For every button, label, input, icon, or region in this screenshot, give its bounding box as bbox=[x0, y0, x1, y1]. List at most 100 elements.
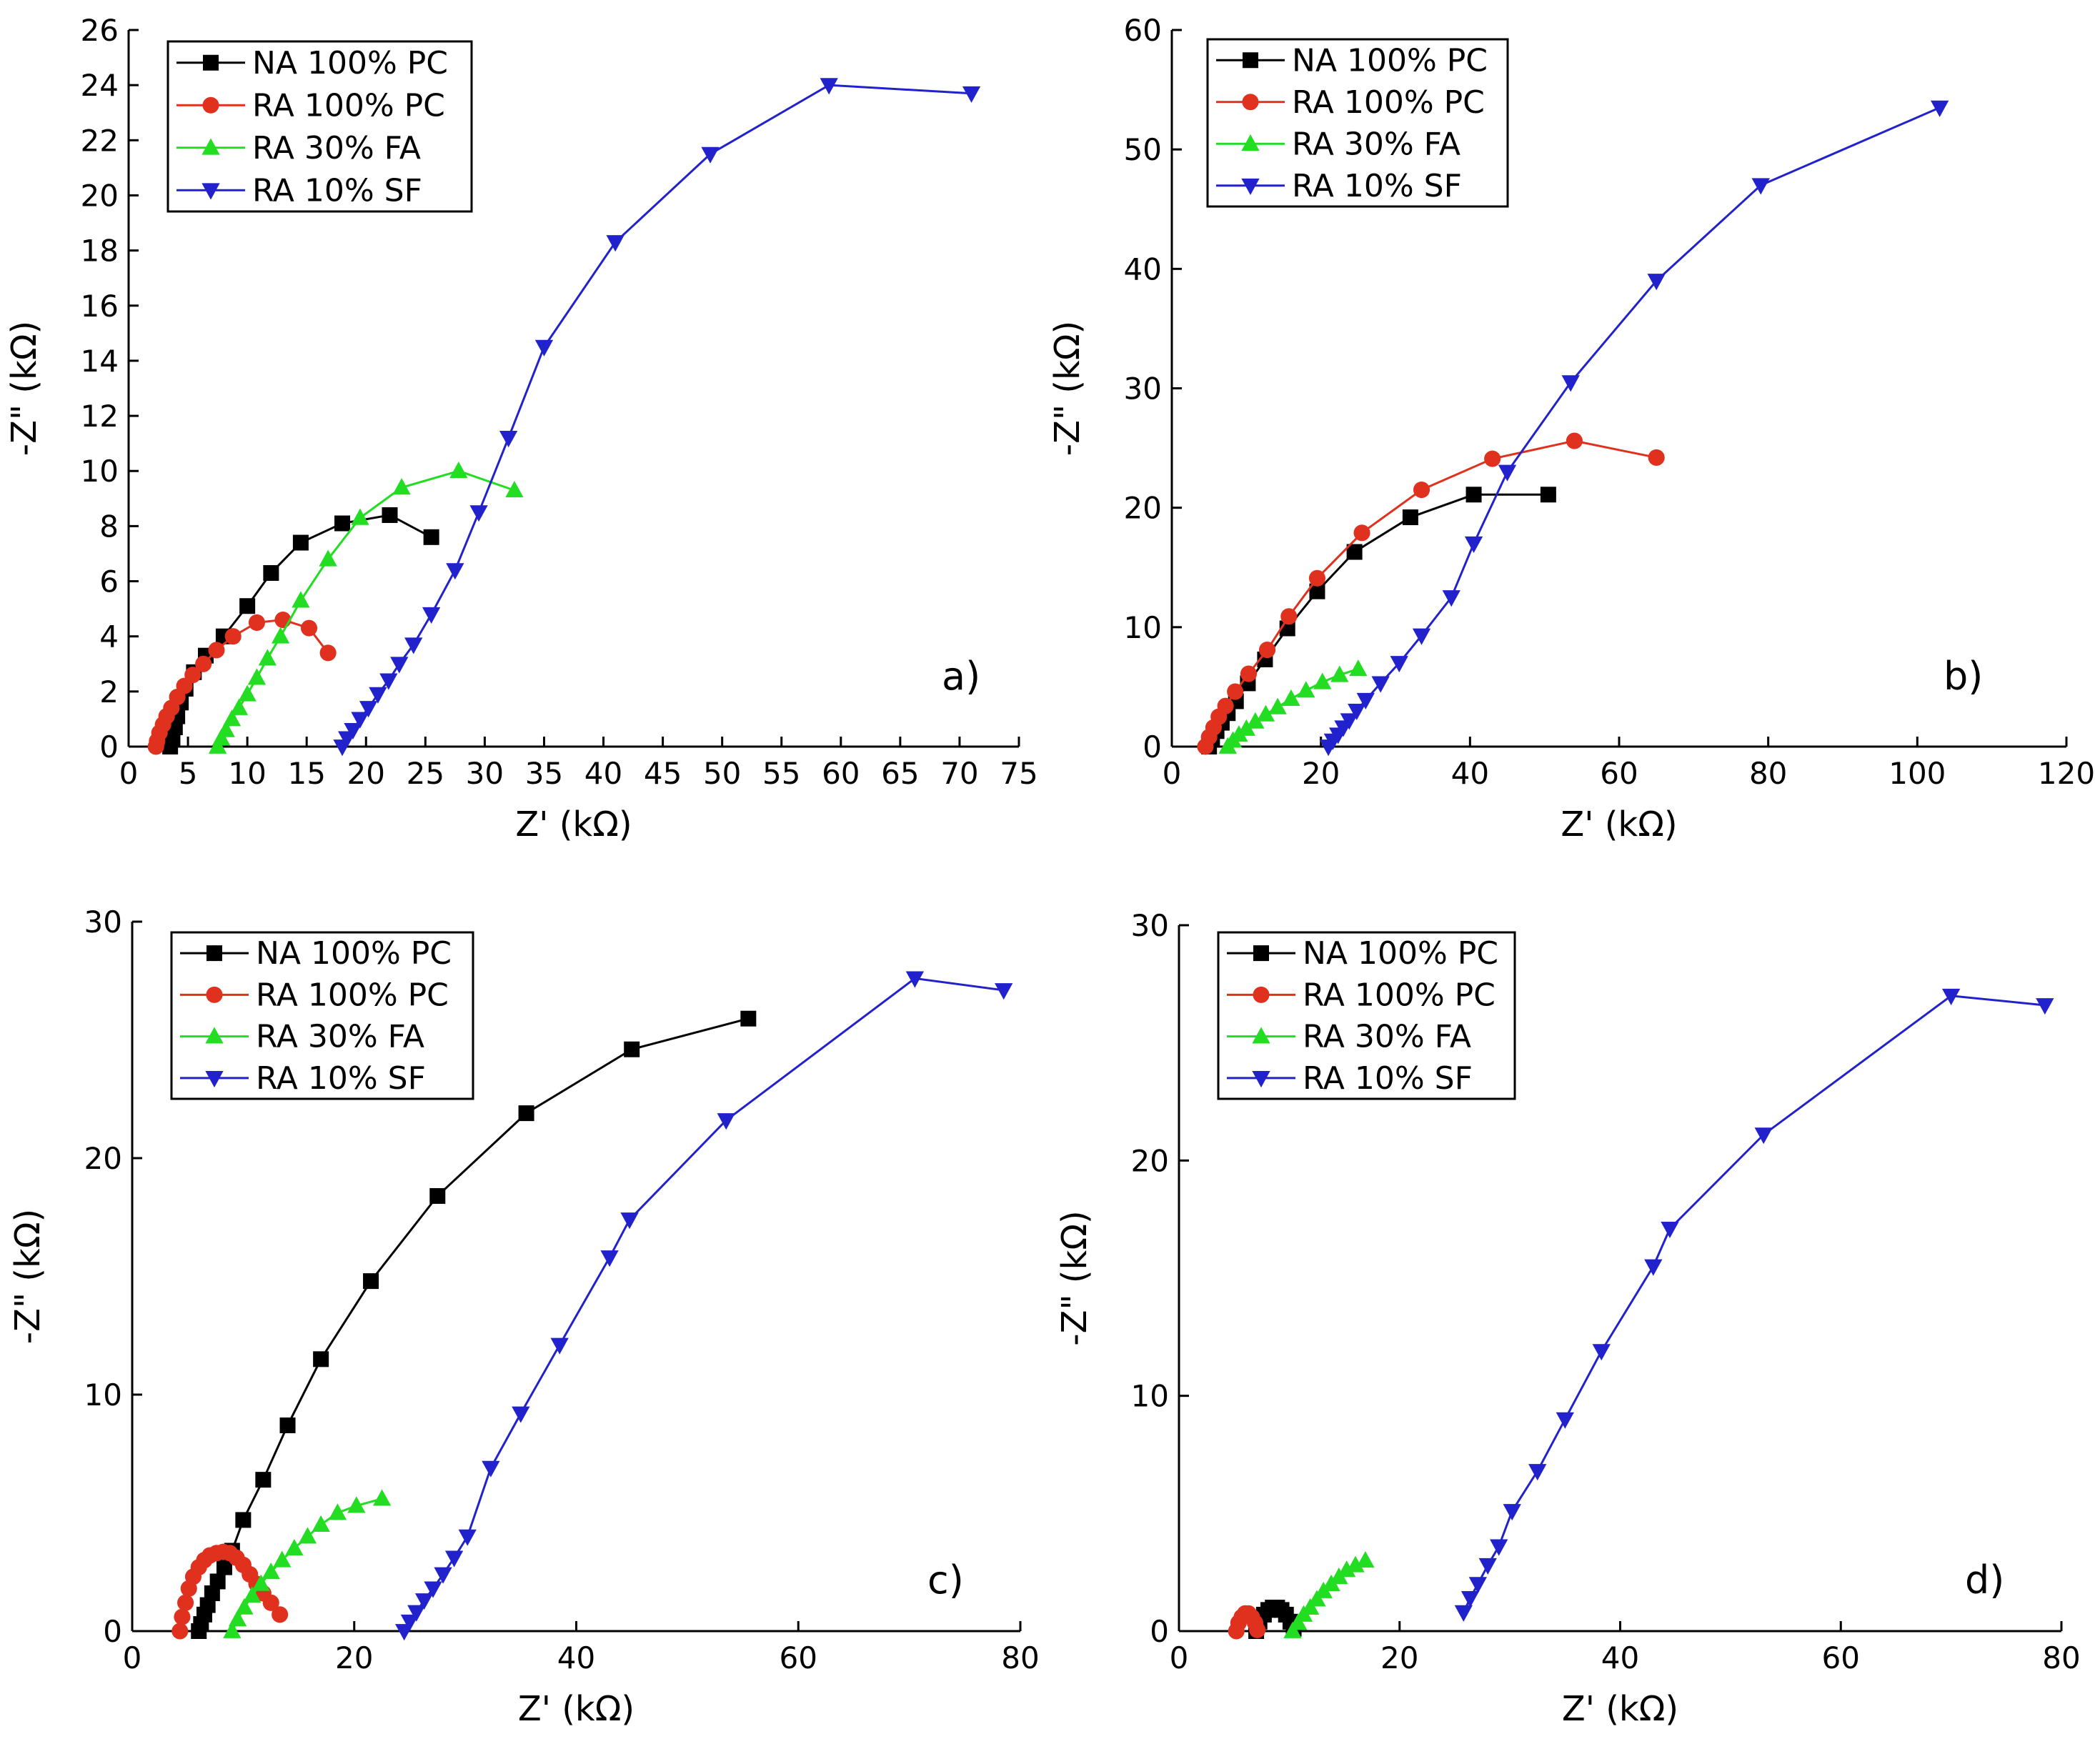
data-point bbox=[995, 983, 1013, 1000]
data-point bbox=[273, 1550, 292, 1568]
x-tick-label: 35 bbox=[525, 756, 563, 791]
data-point bbox=[1308, 569, 1325, 587]
y-tick-label: 18 bbox=[81, 234, 119, 269]
data-point bbox=[1346, 544, 1363, 560]
data-point bbox=[243, 1586, 262, 1603]
x-axis-title: Z' (kΩ) bbox=[515, 804, 632, 844]
legend: NA 100% PC RA 100% PC RA 30% FA RA 10% SF bbox=[170, 931, 474, 1100]
x-tick-label: 100 bbox=[1889, 756, 1946, 791]
y-tick-label: 0 bbox=[103, 1614, 122, 1649]
data-point bbox=[1330, 665, 1349, 682]
data-point bbox=[228, 1610, 247, 1627]
series-ra-100-pc bbox=[171, 1543, 289, 1640]
data-point bbox=[184, 667, 201, 684]
series-ra-30-fa bbox=[223, 1489, 392, 1638]
legend-entry: RA 100% PC bbox=[256, 977, 449, 1013]
data-point bbox=[1754, 1127, 1773, 1145]
panel-c: 0 20 40 60 80 0 10 20 30 Z' (kΩ) -Z" (kΩ) NA 100% P… bbox=[8, 905, 1040, 1729]
data-point bbox=[1503, 1504, 1521, 1521]
data-point bbox=[1528, 1464, 1547, 1481]
data-point bbox=[1280, 608, 1298, 625]
data-point bbox=[382, 507, 398, 523]
legend-entry: RA 10% SF bbox=[256, 1060, 426, 1097]
x-tick-label: 40 bbox=[1451, 756, 1489, 791]
legend-entry: RA 100% PC bbox=[1292, 84, 1485, 121]
data-point bbox=[1561, 375, 1580, 392]
legend-entry: NA 100% PC bbox=[1292, 42, 1488, 79]
x-tick-label: 20 bbox=[347, 756, 385, 791]
y-tick-label: 10 bbox=[81, 454, 119, 489]
series-ra-30-fa bbox=[1283, 1551, 1375, 1638]
y-tick-label: 8 bbox=[99, 509, 119, 544]
data-point bbox=[2036, 998, 2054, 1015]
data-point bbox=[1246, 712, 1265, 729]
x-tick-label: 0 bbox=[119, 756, 139, 791]
data-point bbox=[1402, 509, 1418, 526]
data-point bbox=[217, 720, 235, 737]
data-point bbox=[499, 431, 518, 448]
legend-marker bbox=[201, 183, 220, 200]
data-point bbox=[1348, 703, 1366, 721]
data-point bbox=[1648, 449, 1665, 467]
data-point bbox=[390, 657, 409, 674]
legend-marker bbox=[203, 54, 219, 71]
x-tick-label: 20 bbox=[1380, 1640, 1418, 1675]
data-point bbox=[235, 1598, 254, 1615]
panel-label: d) bbox=[1965, 1558, 2004, 1603]
legend-marker bbox=[1253, 945, 1269, 962]
data-point bbox=[1240, 665, 1258, 682]
legend-marker bbox=[206, 945, 222, 962]
legend-marker bbox=[201, 138, 220, 155]
legend-entry: NA 100% PC bbox=[256, 935, 452, 972]
data-point bbox=[344, 722, 362, 740]
data-point bbox=[620, 1212, 639, 1230]
data-point bbox=[820, 78, 838, 95]
series-ra-10-sf bbox=[395, 971, 1013, 1641]
data-point bbox=[328, 1503, 347, 1520]
data-point bbox=[423, 529, 439, 545]
series-na-100-pc bbox=[191, 1010, 757, 1639]
series-ra-100-pc bbox=[147, 611, 337, 755]
data-point bbox=[319, 549, 337, 567]
y-tick-label: 30 bbox=[1124, 372, 1162, 407]
data-point bbox=[272, 1606, 289, 1623]
data-point bbox=[1390, 656, 1408, 673]
legend-entry: NA 100% PC bbox=[252, 45, 448, 81]
y-tick-label: 0 bbox=[1143, 729, 1162, 764]
data-point bbox=[1647, 274, 1666, 291]
x-axis-title: Z' (kΩ) bbox=[518, 1689, 635, 1729]
data-point bbox=[424, 1581, 442, 1598]
panel-label: c) bbox=[927, 1558, 964, 1603]
data-point bbox=[962, 86, 981, 103]
data-point bbox=[1356, 692, 1375, 710]
series-ra-100-pc bbox=[1197, 432, 1665, 755]
data-point bbox=[1592, 1344, 1611, 1361]
data-point bbox=[239, 598, 256, 614]
legend: NA 100% PC RA 100% PC RA 30% FA RA 10% SF bbox=[166, 40, 473, 213]
data-point bbox=[298, 1527, 317, 1544]
data-point bbox=[407, 1605, 426, 1622]
data-point bbox=[171, 1623, 189, 1640]
x-tick-label: 80 bbox=[1749, 756, 1787, 791]
x-tick-label: 5 bbox=[179, 756, 198, 791]
legend-entry: NA 100% PC bbox=[1303, 935, 1498, 972]
legend-marker bbox=[205, 1070, 224, 1088]
panel-d: 0 20 40 60 80 0 10 20 30 Z' (kΩ) -Z" (kΩ) NA 100% P… bbox=[1055, 908, 2081, 1729]
y-tick-label: 12 bbox=[81, 399, 119, 434]
y-tick-label: 2 bbox=[99, 674, 119, 709]
data-point bbox=[379, 673, 398, 690]
data-point bbox=[482, 1460, 500, 1478]
data-point bbox=[372, 1489, 392, 1506]
data-point bbox=[458, 1529, 477, 1546]
y-tick-label: 6 bbox=[99, 564, 119, 599]
legend-marker bbox=[205, 1027, 224, 1044]
legend-marker bbox=[1241, 134, 1260, 151]
y-axis-title: -Z" (kΩ) bbox=[8, 1209, 48, 1344]
legend-entry: RA 30% FA bbox=[252, 130, 421, 166]
data-point bbox=[272, 627, 290, 644]
data-point bbox=[223, 1621, 242, 1638]
y-tick-label: 30 bbox=[84, 905, 122, 940]
series-ra-100-pc bbox=[1228, 1605, 1266, 1640]
series-line bbox=[1204, 439, 1657, 747]
